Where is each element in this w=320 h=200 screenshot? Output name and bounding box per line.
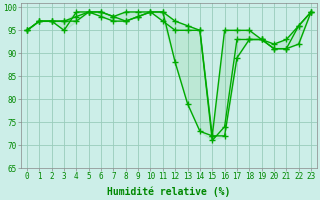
X-axis label: Humidité relative (%): Humidité relative (%) bbox=[107, 187, 231, 197]
